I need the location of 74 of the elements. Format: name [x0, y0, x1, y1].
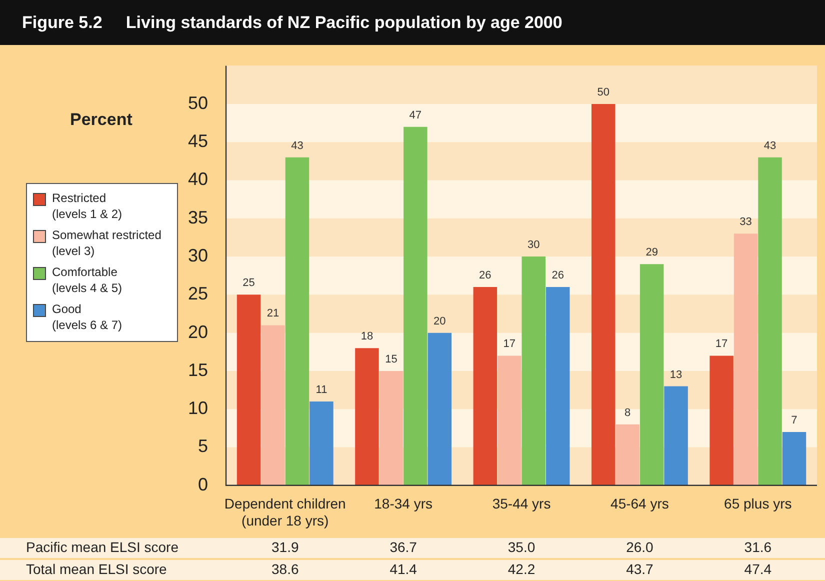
data-label: 26 [552, 270, 564, 282]
text: 26.0 [626, 538, 654, 555]
bar [591, 104, 616, 486]
bar [498, 356, 522, 486]
bar [261, 325, 285, 486]
data-label: 33 [740, 216, 752, 228]
text: 41.4 [390, 560, 418, 577]
data-label: 17 [715, 338, 728, 350]
x-tick-label: 18-34 yrs [374, 496, 432, 512]
y-tick-label: 40 [188, 169, 208, 190]
bar [710, 356, 734, 486]
data-label: 13 [670, 368, 682, 381]
bar [310, 401, 334, 486]
y-tick-label: 15 [188, 360, 208, 380]
bar [428, 332, 452, 486]
y-tick-label: 20 [188, 322, 208, 342]
x-tick-label: 45-64 yrs [610, 496, 669, 512]
bar [616, 424, 640, 486]
data-label: 21 [266, 308, 280, 320]
chart-title: Figure 5.2 Living standards of NZ Pacific population by age 2000 [0, 0, 825, 45]
x-tick-label: 35-44 yrs [492, 496, 551, 512]
y-tick-label: 25 [188, 284, 208, 304]
text: 38.6 [271, 560, 299, 577]
data-label: 26 [479, 270, 492, 282]
y-tick-label: 35 [188, 207, 208, 228]
data-label: 50 [597, 86, 610, 98]
bar [758, 157, 782, 486]
text: 35.0 [508, 538, 536, 555]
bar [782, 432, 806, 486]
text: Total mean ELSI score [26, 560, 168, 577]
bar [285, 157, 310, 486]
data-label: 30 [528, 239, 540, 252]
y-tick-label: 5 [198, 436, 208, 456]
y-tick-label: 0 [198, 474, 208, 494]
x-tick-label: Dependent children (under 18 yrs) [224, 496, 346, 528]
bar [236, 294, 261, 486]
bar [546, 287, 570, 486]
bar [664, 386, 688, 486]
data-label: 47 [409, 109, 422, 122]
x-tick-label: 65 plus yrs [724, 496, 792, 512]
text: 36.7 [390, 538, 418, 555]
bar [404, 126, 428, 486]
text: 47.4 [744, 560, 772, 577]
legend-label: Comfortable (levels 4 & 5) [52, 264, 122, 296]
text: 42.2 [508, 560, 536, 577]
data-label: 15 [385, 353, 398, 366]
data-label: 8 [624, 406, 631, 419]
y-axis-title: Percent [70, 110, 132, 130]
data-label: 43 [291, 140, 304, 152]
data-label: 20 [434, 315, 446, 328]
bar [379, 370, 404, 486]
legend-label: Good (levels 6 & 7) [52, 301, 122, 333]
text: 31.6 [744, 538, 772, 555]
bar [640, 264, 664, 486]
data-label: 18 [360, 330, 374, 343]
bar [473, 287, 498, 486]
data-label: 25 [242, 277, 255, 290]
text: 43.7 [626, 560, 654, 577]
data-label: 29 [646, 246, 658, 259]
y-tick-label: 50 [188, 92, 208, 113]
y-tick-label: 30 [188, 245, 208, 266]
legend-label: Restricted (levels 1 & 2) [52, 190, 122, 222]
data-label: 17 [503, 338, 516, 350]
text: 31.9 [271, 538, 299, 555]
bar [522, 256, 546, 486]
y-tick-label: 45 [188, 131, 208, 152]
text: Pacific mean ELSI score [26, 538, 179, 555]
y-tick-label: 10 [188, 398, 208, 418]
data-label: 43 [764, 140, 776, 152]
bar [734, 234, 758, 486]
legend-label: Somewhat restricted (level 3) [52, 227, 162, 259]
data-label: 7 [791, 414, 798, 427]
bar [355, 348, 379, 486]
data-label: 11 [316, 384, 328, 396]
